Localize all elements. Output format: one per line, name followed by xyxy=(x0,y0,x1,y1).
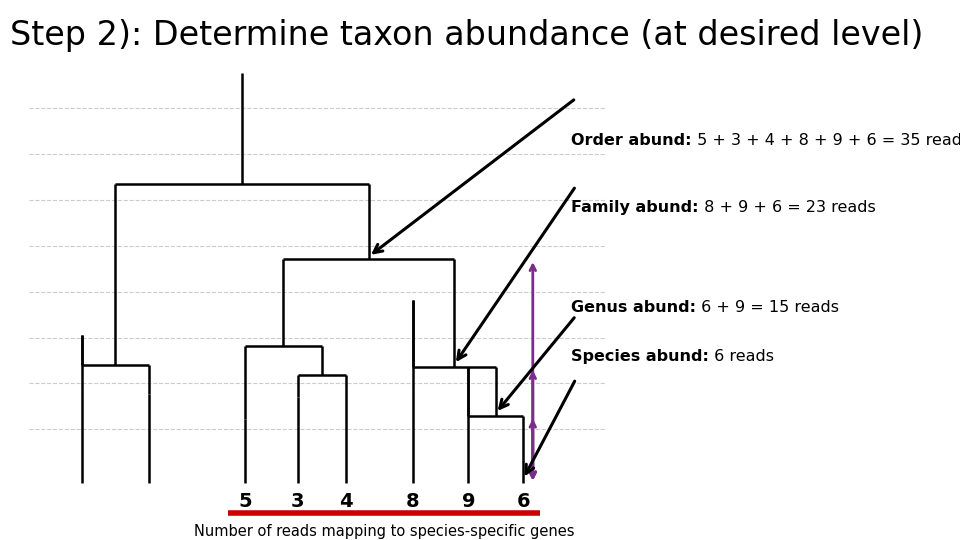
Text: Step 2): Determine taxon abundance (at desired level): Step 2): Determine taxon abundance (at d… xyxy=(10,19,923,52)
Text: 6: 6 xyxy=(516,491,530,511)
Text: 6 reads: 6 reads xyxy=(709,349,774,364)
Text: Order abund:: Order abund: xyxy=(571,133,692,148)
Text: 9: 9 xyxy=(462,491,475,511)
Text: 5 + 3 + 4 + 8 + 9 + 6 = 35 reads: 5 + 3 + 4 + 8 + 9 + 6 = 35 reads xyxy=(692,133,960,148)
Text: Genus abund:: Genus abund: xyxy=(571,300,696,315)
Text: Species abund:: Species abund: xyxy=(571,349,709,364)
Text: 8: 8 xyxy=(406,491,420,511)
Text: 6 + 9 = 15 reads: 6 + 9 = 15 reads xyxy=(696,300,839,315)
Text: Family abund:: Family abund: xyxy=(571,200,699,215)
Text: 3: 3 xyxy=(291,491,304,511)
Text: 8 + 9 + 6 = 23 reads: 8 + 9 + 6 = 23 reads xyxy=(699,200,876,215)
Text: 4: 4 xyxy=(339,491,352,511)
Text: 5: 5 xyxy=(238,491,252,511)
Text: Number of reads mapping to species-specific genes: Number of reads mapping to species-speci… xyxy=(194,524,574,539)
